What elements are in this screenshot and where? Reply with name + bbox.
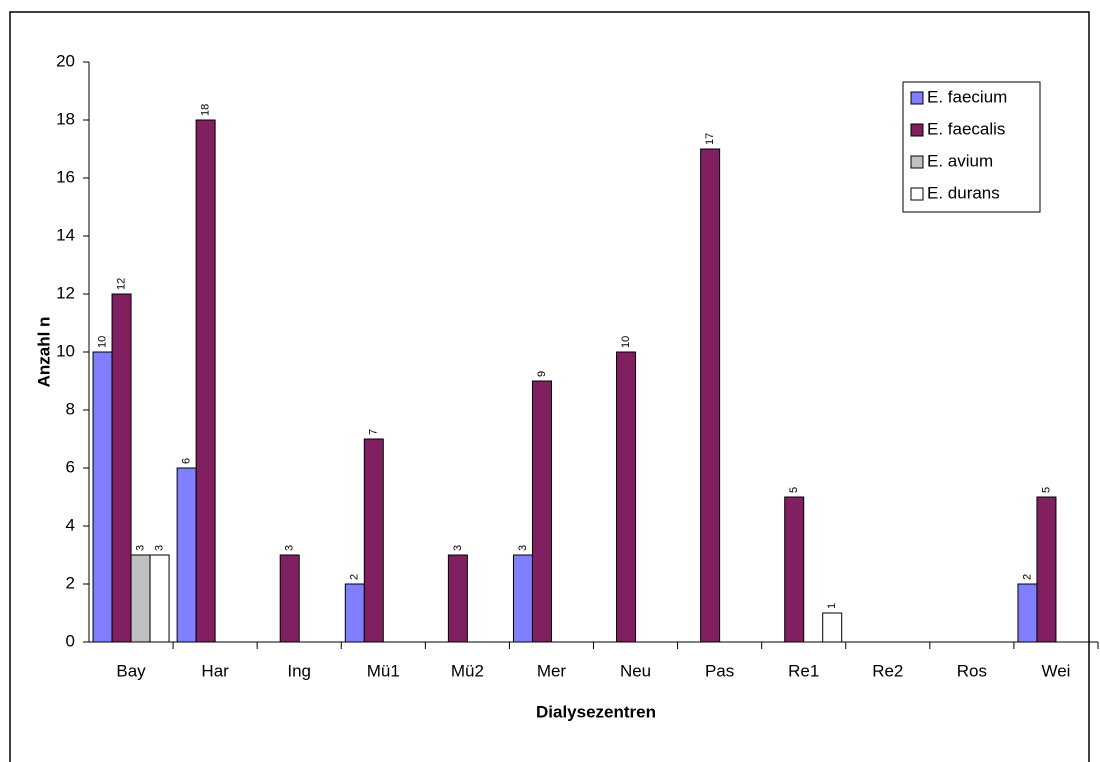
legend-swatch	[910, 91, 924, 105]
bar	[1017, 583, 1038, 643]
bar	[176, 467, 197, 643]
bar	[149, 554, 170, 643]
bar	[1036, 496, 1057, 643]
x-tick-label: Har	[201, 661, 229, 680]
y-tick-label: 6	[66, 457, 75, 476]
value-label: 3	[284, 545, 296, 551]
x-tick-label: Ing	[287, 661, 311, 680]
bar	[195, 119, 216, 643]
value-label: 2	[349, 574, 361, 580]
x-tick-label: Neu	[620, 661, 651, 680]
legend-swatch	[910, 187, 924, 201]
y-tick-label: 2	[66, 573, 75, 592]
value-label: 5	[788, 487, 800, 493]
legend-box	[902, 81, 1041, 213]
value-label: 2	[1021, 574, 1033, 580]
value-label: 10	[96, 336, 108, 348]
x-tick-label: Re2	[872, 661, 903, 680]
value-label: 12	[115, 278, 127, 290]
value-label: 3	[134, 545, 146, 551]
x-tick-label: Pas	[705, 661, 734, 680]
value-label: 9	[536, 371, 548, 377]
legend-swatch	[910, 155, 924, 169]
x-tick-label: Ros	[957, 661, 987, 680]
y-tick-label: 0	[66, 631, 75, 650]
chart-frame	[9, 11, 1090, 762]
bar	[363, 438, 384, 643]
value-label: 7	[368, 429, 380, 435]
y-tick-label: 20	[56, 51, 75, 70]
value-label: 3	[153, 545, 165, 551]
y-tick-label: 16	[56, 167, 75, 186]
legend-label: E. avium	[927, 151, 993, 170]
bar	[344, 583, 365, 643]
value-label: 18	[200, 104, 212, 116]
bar	[616, 351, 637, 643]
bar	[130, 554, 151, 643]
x-tick-label: Mü1	[367, 661, 400, 680]
bar	[700, 148, 721, 643]
bar	[279, 554, 300, 643]
legend-label: E. faecalis	[927, 119, 1005, 138]
y-tick-label: 14	[56, 225, 75, 244]
legend-swatch	[910, 123, 924, 137]
value-label: 3	[517, 545, 529, 551]
x-tick-label: Wei	[1041, 661, 1070, 680]
x-tick-label: Re1	[788, 661, 819, 680]
bar	[92, 351, 113, 643]
legend-label: E. durans	[927, 183, 1000, 202]
bar	[531, 380, 552, 643]
y-axis-label: Anzahl n	[34, 317, 53, 388]
bar	[111, 293, 132, 643]
value-label: 1	[826, 603, 838, 609]
y-tick-label: 8	[66, 399, 75, 418]
x-axis-label: Dialysezentren	[536, 702, 656, 721]
bar	[512, 554, 533, 643]
value-label: 3	[452, 545, 464, 551]
value-label: 10	[620, 336, 632, 348]
bar	[784, 496, 805, 643]
y-tick-label: 4	[66, 515, 75, 534]
bar	[447, 554, 468, 643]
x-tick-label: Mü2	[451, 661, 484, 680]
x-tick-label: Bay	[116, 661, 146, 680]
y-tick-label: 10	[56, 341, 75, 360]
value-label: 17	[704, 133, 716, 145]
legend-label: E. faecium	[927, 87, 1007, 106]
y-tick-label: 18	[56, 109, 75, 128]
bar	[822, 612, 843, 643]
value-label: 6	[181, 458, 193, 464]
value-label: 5	[1040, 487, 1052, 493]
x-tick-label: Mer	[537, 661, 567, 680]
y-tick-label: 12	[56, 283, 75, 302]
